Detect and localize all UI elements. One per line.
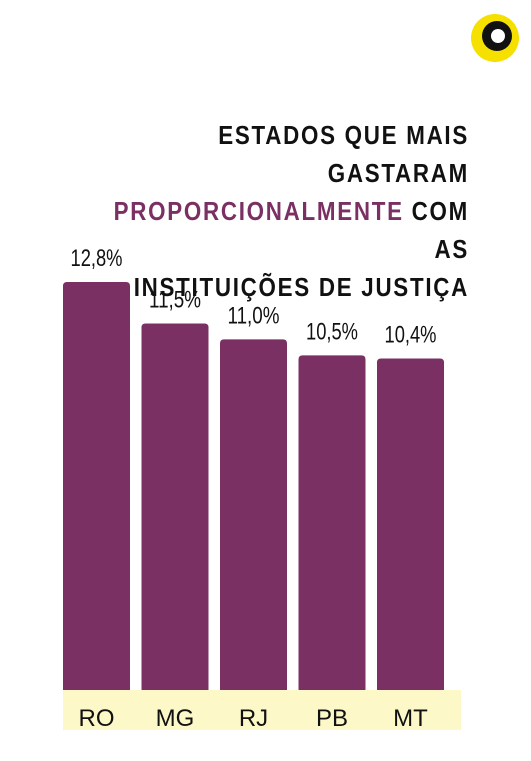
logo-icon [471,14,519,62]
bar-ro [63,282,130,690]
title-line-3: INSTITUIÇÕES DE JUSTIÇA [133,272,469,302]
value-label-pb: 10,5% [306,318,358,345]
bar-rj [220,339,287,690]
category-label-mt: MT [393,705,428,732]
title-line-2: PROPORCIONALMENTE COM AS [108,192,469,268]
category-label-rj: RJ [239,705,268,732]
bar-mg [141,323,209,690]
chart-title: ESTADOS QUE MAIS GASTARAM PROPORCIONALME… [108,116,469,306]
title-highlight: PROPORCIONALMENTE [113,196,404,226]
value-label-mg: 11,5% [149,286,201,313]
category-label-pb: PB [316,705,348,732]
value-label-mt: 10,4% [385,322,437,349]
category-band [63,690,461,730]
logo-inner-circle [491,29,505,43]
value-label-ro: 12,8% [71,245,123,272]
title-line-2-rest: COM AS [403,196,469,264]
category-label-ro: RO [79,705,115,732]
bar-pb [298,355,366,690]
value-label-rj: 11,0% [228,302,280,329]
title-line-1: ESTADOS QUE MAIS GASTARAM [218,120,469,188]
category-labels-group: RO MG RJ PB MT [79,705,429,732]
value-labels-group: 12,8% 11,5% 11,0% 10,5% 10,4% [71,245,437,349]
bars-group [63,282,444,690]
bar-mt [377,358,444,690]
category-label-mg: MG [156,705,195,732]
